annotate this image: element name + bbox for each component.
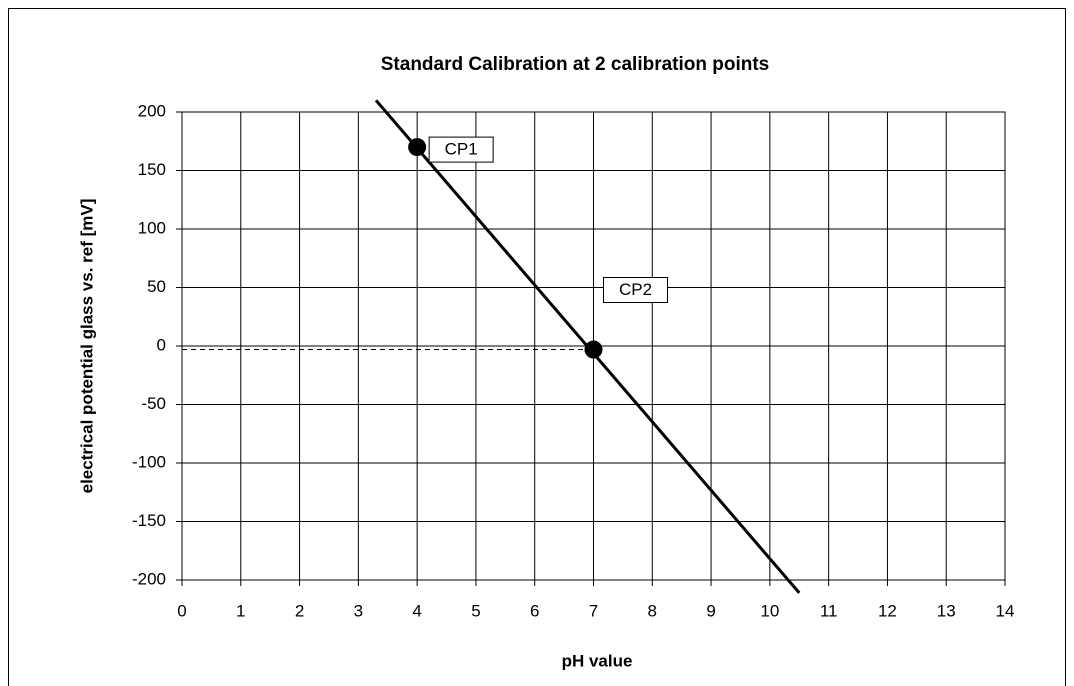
frame xyxy=(8,8,1066,686)
y-axis-label: electrical potential glass vs. ref [mV] xyxy=(77,199,96,494)
x-tick-label: 11 xyxy=(820,601,838,620)
y-tick-label: -200 xyxy=(132,569,166,588)
chart-title: Standard Calibration at 2 calibration po… xyxy=(381,54,770,75)
x-tick-label: 13 xyxy=(937,601,956,620)
y-tick-label: 200 xyxy=(138,101,166,120)
calibration-point xyxy=(408,138,427,157)
y-tick-label: 150 xyxy=(138,160,166,179)
point-label: CP2 xyxy=(619,280,652,299)
x-tick-label: 4 xyxy=(412,601,421,620)
y-tick-label: -100 xyxy=(132,452,166,471)
x-tick-label: 9 xyxy=(706,601,715,620)
point-label-box xyxy=(603,277,668,304)
y-tick-label: -50 xyxy=(141,394,166,413)
x-tick-label: 0 xyxy=(177,601,186,620)
x-tick-label: 3 xyxy=(354,601,363,620)
x-tick-label: 2 xyxy=(295,601,304,620)
x-tick-label: 6 xyxy=(530,601,539,620)
point-label: CP1 xyxy=(445,140,478,159)
y-tick-label: 50 xyxy=(147,277,166,296)
x-axis-label: pH value xyxy=(562,651,633,670)
x-tick-label: 12 xyxy=(878,601,897,620)
x-tick-label: 14 xyxy=(996,601,1015,620)
x-tick-label: 8 xyxy=(648,601,657,620)
x-tick-label: 7 xyxy=(589,601,598,620)
x-tick-label: 1 xyxy=(236,601,245,620)
y-tick-label: 0 xyxy=(157,335,166,354)
calibration-point xyxy=(584,340,603,359)
x-tick-label: 5 xyxy=(471,601,480,620)
y-tick-label: 100 xyxy=(138,218,166,237)
x-tick-label: 10 xyxy=(760,601,779,620)
y-tick-label: -150 xyxy=(132,511,166,530)
point-label-box xyxy=(428,136,494,163)
